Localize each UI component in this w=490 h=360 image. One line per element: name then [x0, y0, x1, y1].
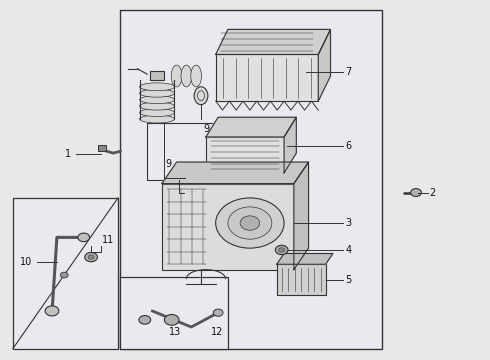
Circle shape: [88, 255, 94, 259]
Text: 9: 9: [203, 125, 210, 134]
Circle shape: [216, 198, 284, 248]
Ellipse shape: [140, 115, 174, 123]
Text: 12: 12: [211, 327, 223, 337]
Ellipse shape: [194, 87, 208, 105]
Bar: [162, 184, 294, 270]
Bar: [206, 137, 284, 173]
Circle shape: [78, 233, 90, 242]
Ellipse shape: [140, 102, 174, 110]
Circle shape: [213, 309, 223, 316]
Text: 4: 4: [345, 245, 351, 255]
Text: 3: 3: [345, 218, 351, 228]
Text: 7: 7: [345, 67, 351, 77]
Ellipse shape: [140, 89, 174, 97]
Bar: [13, 198, 118, 348]
Bar: [150, 71, 164, 80]
Circle shape: [164, 315, 179, 325]
Circle shape: [228, 207, 272, 239]
Ellipse shape: [191, 65, 201, 87]
Polygon shape: [216, 30, 331, 54]
Text: 5: 5: [345, 275, 351, 285]
Text: 9: 9: [166, 159, 172, 169]
Text: 6: 6: [345, 141, 351, 151]
Polygon shape: [284, 117, 296, 173]
Text: 1: 1: [66, 149, 72, 159]
Circle shape: [60, 272, 68, 278]
Circle shape: [45, 306, 59, 316]
Circle shape: [411, 189, 421, 197]
Ellipse shape: [171, 65, 182, 87]
Ellipse shape: [140, 109, 174, 117]
Polygon shape: [318, 30, 331, 101]
Circle shape: [279, 248, 285, 252]
Circle shape: [139, 316, 151, 324]
Polygon shape: [277, 253, 333, 264]
Ellipse shape: [140, 96, 174, 104]
Bar: [277, 264, 326, 295]
Polygon shape: [206, 117, 296, 137]
Circle shape: [85, 252, 98, 262]
Polygon shape: [162, 162, 309, 184]
Polygon shape: [294, 162, 309, 270]
Ellipse shape: [140, 83, 174, 91]
Circle shape: [275, 245, 288, 255]
Circle shape: [240, 216, 260, 230]
Ellipse shape: [181, 65, 192, 87]
Text: 8: 8: [185, 194, 192, 204]
Text: 13: 13: [169, 327, 181, 337]
Text: 2: 2: [430, 188, 436, 198]
Text: 10: 10: [20, 257, 32, 267]
Bar: [98, 145, 106, 151]
Bar: [121, 10, 382, 348]
Text: 11: 11: [102, 235, 114, 245]
Bar: [147, 123, 216, 180]
Bar: [121, 277, 228, 348]
Bar: [216, 54, 318, 101]
